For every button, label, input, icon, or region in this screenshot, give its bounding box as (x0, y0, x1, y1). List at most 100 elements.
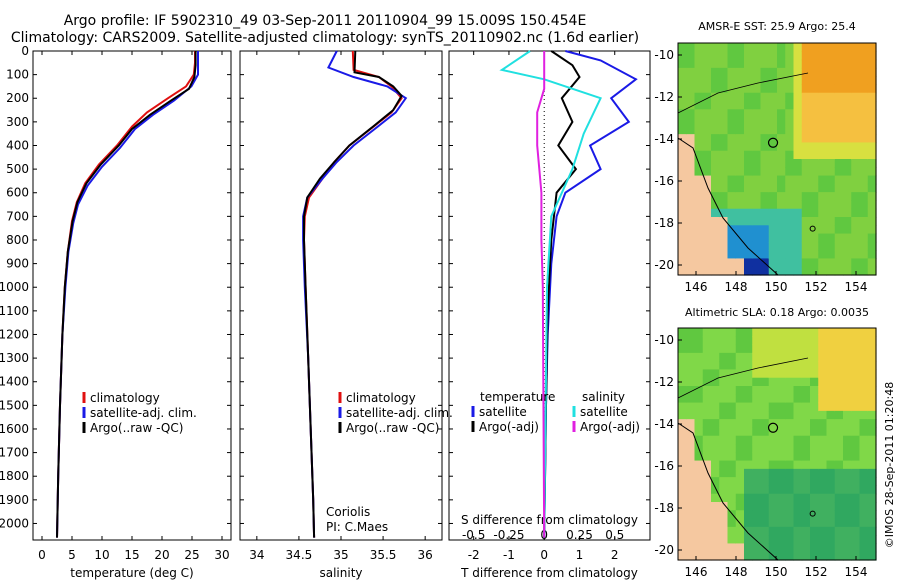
map-cell (843, 526, 852, 536)
map-cell (686, 419, 696, 429)
map-cell (744, 117, 753, 127)
map-cell (711, 452, 720, 462)
map-cell (727, 250, 737, 260)
map-cell (851, 225, 861, 235)
map-cell (752, 386, 762, 395)
map-cell (752, 109, 762, 119)
map-cell (719, 192, 729, 202)
map-cell (694, 485, 704, 495)
map-cell (744, 543, 753, 553)
map-cell (826, 175, 836, 185)
map-cell (810, 526, 819, 536)
map-cell (851, 485, 861, 495)
map-cell (744, 43, 753, 52)
map-cell (834, 435, 844, 445)
map-cell (702, 225, 712, 235)
coastline (677, 422, 779, 561)
depth-tick-label: 1400 (0, 375, 29, 389)
map-cell (843, 444, 852, 453)
map-cell (859, 328, 869, 337)
map-cell (843, 241, 852, 251)
map-cell (785, 84, 795, 94)
map-cell (801, 217, 811, 226)
map-cell (785, 167, 795, 177)
map-cell (851, 125, 861, 135)
map-cell (702, 543, 712, 553)
map-cell (826, 485, 836, 495)
map-cell (843, 460, 852, 470)
map-cell (711, 183, 720, 193)
map-cell (793, 444, 803, 453)
map-cell (793, 551, 803, 561)
map-cell (686, 510, 696, 520)
map-cell (834, 233, 844, 243)
map-cell (711, 150, 720, 160)
map-cell (735, 192, 745, 202)
map-cell (768, 410, 778, 420)
map-cell (793, 468, 803, 478)
map-cell (686, 435, 696, 445)
reef-outline (677, 72, 809, 114)
map-cell (785, 250, 795, 260)
map-cell (785, 328, 795, 337)
map-cell (818, 233, 828, 243)
map-cell (785, 109, 795, 119)
map-cell (752, 535, 762, 545)
map-cell (818, 101, 828, 110)
map-cell (801, 444, 811, 453)
map-cell (859, 167, 869, 177)
map-cell (768, 535, 778, 545)
map-cell (760, 328, 770, 337)
map-cell (834, 361, 844, 371)
map-cell (727, 336, 737, 346)
map-cell (727, 344, 737, 354)
map-cell (711, 427, 720, 437)
map-cell (785, 394, 795, 404)
map-cell (752, 369, 762, 379)
map-cell (810, 427, 819, 437)
map-cell (760, 468, 770, 478)
map-cell (752, 217, 762, 226)
map-cell (719, 410, 729, 420)
map-cell (801, 117, 811, 127)
map-cell (834, 192, 844, 202)
map-cell (711, 51, 720, 61)
map-cell (744, 167, 753, 177)
map-cell (768, 485, 778, 495)
map-cell (851, 361, 861, 371)
map-cell (768, 452, 778, 462)
map-cell (719, 419, 729, 429)
map-cell (859, 43, 869, 52)
map-cell (818, 518, 828, 528)
map-cell (810, 518, 819, 528)
map-cell (727, 386, 737, 395)
map-cell (694, 410, 704, 420)
map-cell (843, 485, 852, 495)
map-cell (777, 59, 786, 69)
map-cell (818, 402, 828, 412)
map-cell (735, 208, 745, 218)
map-cell (859, 543, 869, 553)
map-cell (834, 344, 844, 354)
map-cell (678, 183, 687, 193)
map-cell (818, 535, 828, 545)
map-cell (777, 183, 786, 193)
map-cell (818, 258, 828, 268)
map-cell (867, 551, 877, 561)
map-cell (826, 394, 836, 404)
map-cell (818, 502, 828, 511)
map-cell (810, 192, 819, 202)
x-tick-label: 30 (214, 548, 229, 562)
map-cell (851, 452, 861, 462)
map-cell (727, 394, 737, 404)
map-cell (727, 200, 737, 210)
map-cell (735, 67, 745, 77)
map-cell (793, 43, 803, 52)
map-cell (702, 535, 712, 545)
map-cell (793, 361, 803, 371)
map-cell (752, 452, 762, 462)
map-cell (793, 427, 803, 437)
map-cell (752, 167, 762, 177)
map-cell (694, 233, 704, 243)
map-cell (785, 369, 795, 379)
